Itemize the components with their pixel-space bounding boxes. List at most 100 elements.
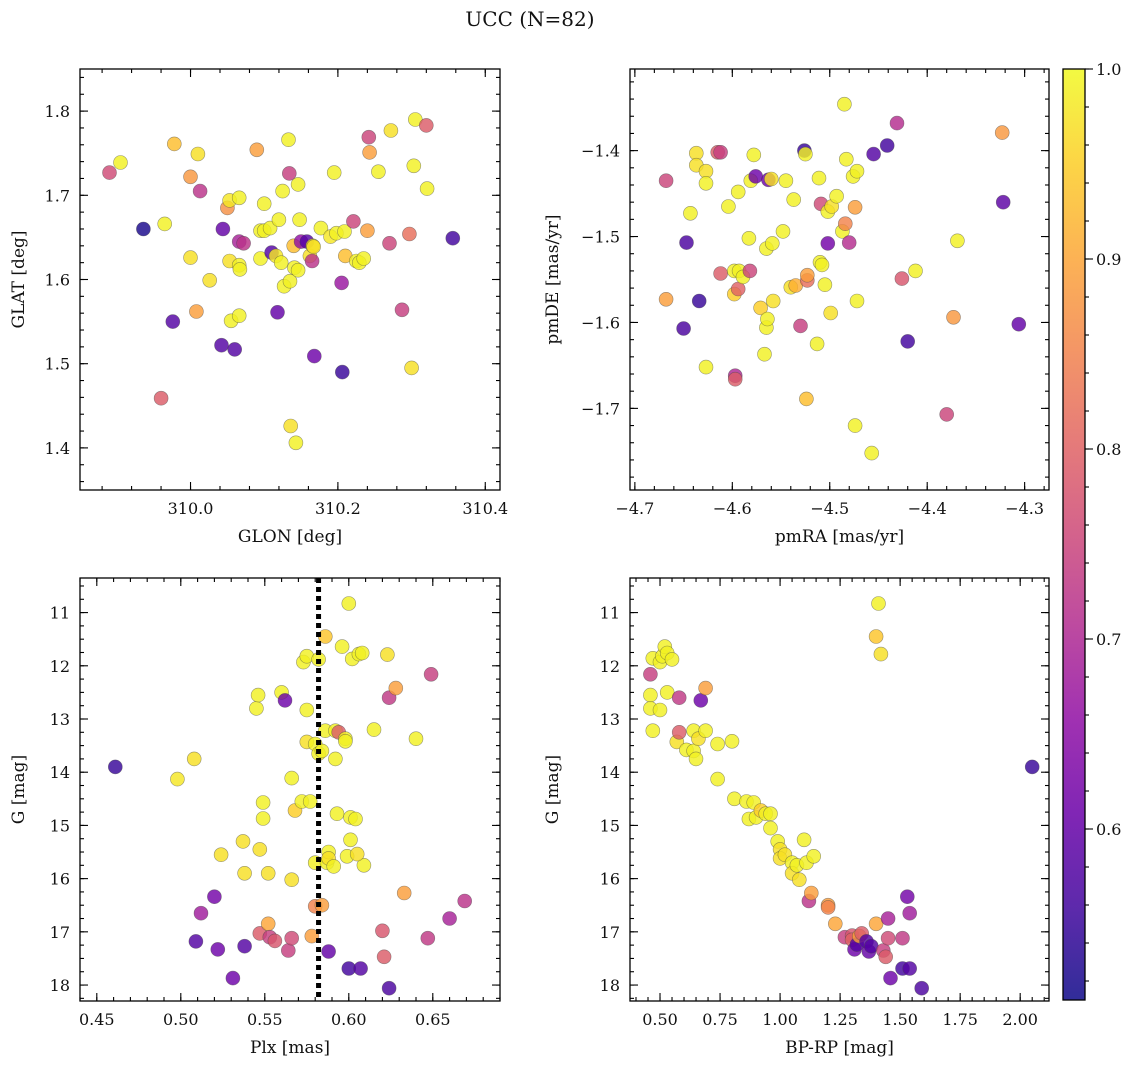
data-point [420,930,436,946]
data-point [698,176,714,191]
x-tick-label: −4.6 [713,499,752,518]
data-point [371,164,386,179]
data-point [775,224,791,239]
subplot-4: 0.50 0.75 1.00 1.25 1.50 1.75 2.00 11 12 13 14 15 16… [543,577,1050,1058]
data-point [760,311,775,327]
data-point [908,263,923,279]
data-point [338,733,353,749]
y-tick-label: 11 [600,604,620,623]
data-point [798,146,813,162]
data-point [643,666,658,682]
data-point [328,751,343,767]
data-point [349,846,365,862]
data-point [994,125,1010,140]
y-tick-label: 11 [50,604,70,623]
data-point [383,123,399,138]
data-point [727,791,742,807]
data-point [270,304,285,320]
data-point [793,318,808,334]
y-tick-label: 18 [600,976,620,995]
y-axis-label: G [mag] [543,755,563,824]
data-point [864,445,880,461]
data-point [376,949,392,965]
y-tick-label: 15 [600,816,620,835]
data-point [108,759,123,775]
data-point [652,702,668,718]
data-point [267,933,283,949]
data-point [753,300,768,316]
y-tick-label: −1.5 [581,228,620,247]
data-point [313,220,329,236]
scatter-points [102,112,461,451]
data-point [914,980,930,996]
data-point [381,980,397,996]
data-point [899,889,915,905]
data-point [292,212,307,227]
data-point [326,859,342,874]
data-point [765,293,781,309]
data-point [346,214,361,229]
axes-frame [79,577,501,1002]
data-point [423,666,439,682]
data-point [791,872,807,888]
data-point [1024,759,1040,775]
data-point [321,944,336,959]
colorbar-tick-label: 0.9 [1096,250,1121,269]
data-point [192,183,208,199]
data-point [394,302,410,318]
data-point [404,360,419,376]
data-point [102,165,117,180]
data-point [871,596,886,611]
data-point [193,905,209,921]
data-point [730,184,746,200]
data-point [157,216,172,232]
data-point [362,145,377,160]
data-point [803,885,819,901]
axes-frame [629,68,1050,491]
data-point [356,857,372,873]
data-point [811,170,827,186]
data-point [360,223,375,238]
data-point [260,865,276,881]
data-point [382,236,397,251]
data-point [698,723,713,739]
data-point [341,596,357,611]
x-tick-label: 1.00 [762,1010,798,1029]
data-point [419,181,435,196]
data-point [210,942,226,957]
data-point [698,359,714,375]
x-tick-label: 1.75 [942,1010,978,1029]
data-point [829,188,844,204]
x-tick-label: 0.65 [415,1010,451,1029]
data-point [847,200,863,215]
colorbar-gradient [1063,69,1085,1000]
colorbar-tick-label: 0.6 [1096,820,1121,839]
data-point [995,194,1011,210]
data-point [288,435,304,451]
data-point [900,334,916,349]
data-point [281,166,297,181]
data-point [250,687,266,703]
y-tick-label: 1.4 [45,439,70,458]
data-point [380,647,395,662]
data-point [252,842,268,857]
data-point [165,314,181,329]
data-point [693,693,709,708]
data-point [691,293,707,309]
data-point [329,806,345,822]
x-tick-label: 0.75 [702,1010,738,1029]
x-tick-label: −4.7 [615,499,654,518]
data-point [889,115,905,131]
data-point [402,226,417,242]
data-point [354,645,370,661]
x-tick-label: 2.00 [1002,1010,1038,1029]
data-point [273,255,289,271]
data-point [823,305,839,321]
data-point [225,970,241,986]
data-point [799,267,815,283]
data-point [950,233,965,249]
data-point [741,231,757,246]
data-point [153,390,169,406]
data-point [388,680,404,696]
axes-frame [629,577,1050,1002]
